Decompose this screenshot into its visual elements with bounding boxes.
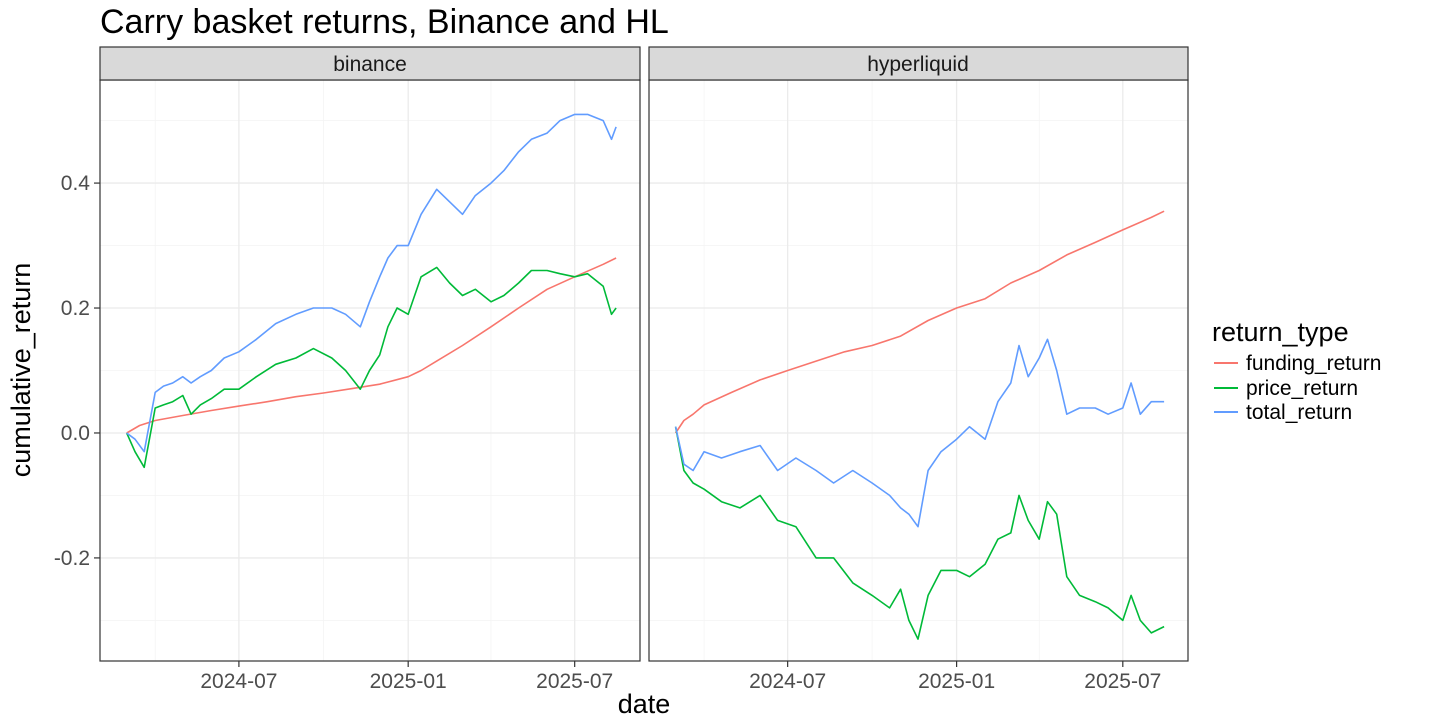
panel-hyperliquid: hyperliquid xyxy=(648,46,1189,662)
x-tick-label: 2025-07 xyxy=(536,670,613,693)
x-tick-label: 2025-07 xyxy=(1084,670,1161,693)
legend-label-price-return: price_return xyxy=(1246,377,1358,400)
y-axis: -0.2 0.0 0.2 0.4 xyxy=(54,172,100,570)
strip-binance xyxy=(99,46,641,81)
chart-title: Carry basket returns, Binance and HL xyxy=(100,3,669,41)
y-tick-label: -0.2 xyxy=(54,547,90,570)
legend: return_type funding_return price_return … xyxy=(1212,317,1381,424)
series-line-binance-total-return xyxy=(126,113,617,453)
x-tick-label: 2025-01 xyxy=(370,670,447,693)
legend-label-funding-return: funding_return xyxy=(1246,352,1381,375)
x-tick-label: 2024-07 xyxy=(200,670,277,693)
legend-title: return_type xyxy=(1212,317,1349,347)
x-tick-label: 2024-07 xyxy=(749,670,826,693)
panel-series-binance xyxy=(125,113,617,469)
series-line-binance-price-return xyxy=(125,266,617,469)
panel-grid-binance xyxy=(100,80,640,661)
x-axis: 2024-07 2025-01 2025-07 2024-07 2025-01 2025-… xyxy=(200,661,1161,693)
panel-series-hyperliquid xyxy=(674,210,1165,640)
y-tick-label: 0.2 xyxy=(61,297,90,320)
strip-label-binance: binance xyxy=(333,53,407,76)
strip-hyperliquid xyxy=(648,46,1189,81)
series-line-hyperliquid-funding-return xyxy=(674,210,1165,434)
x-tick-label: 2025-01 xyxy=(918,670,995,693)
series-line-hyperliquid-price-return xyxy=(674,426,1165,640)
panel-grid-hyperliquid xyxy=(649,80,1188,661)
legend-label-total-return: total_return xyxy=(1246,401,1352,424)
y-tick-label: 0.4 xyxy=(61,172,91,195)
strip-label-hyperliquid: hyperliquid xyxy=(867,53,969,76)
y-tick-label: 0.0 xyxy=(61,422,90,445)
y-axis-title: cumulative_return xyxy=(6,263,36,478)
series-line-hyperliquid-total-return xyxy=(674,338,1165,528)
panel-binance: binance xyxy=(99,46,641,662)
x-axis-title: date xyxy=(618,689,671,719)
